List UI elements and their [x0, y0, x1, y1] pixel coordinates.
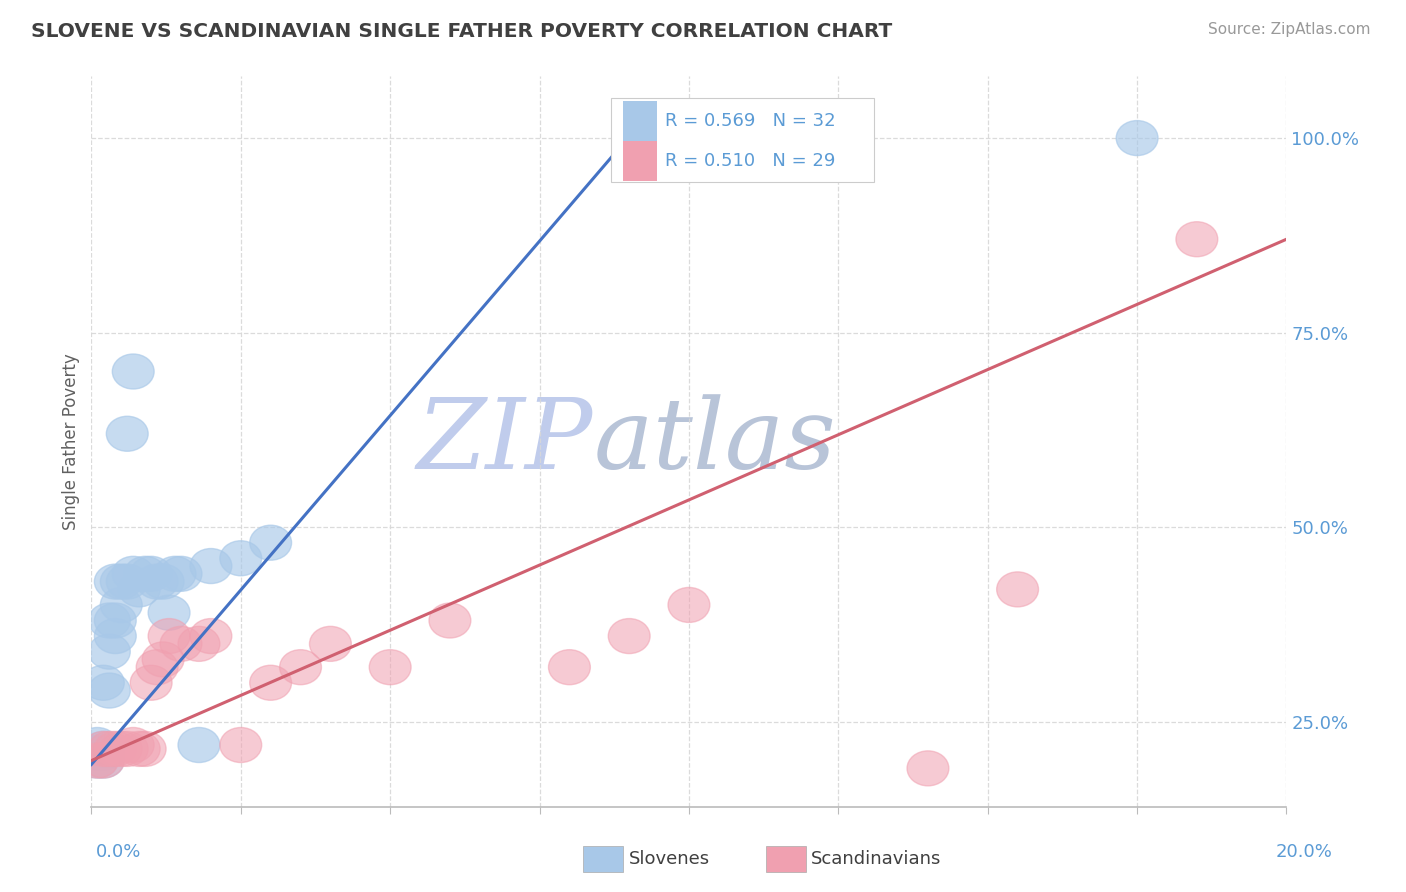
Bar: [612, 98, 875, 182]
Ellipse shape: [250, 665, 291, 700]
Text: SLOVENE VS SCANDINAVIAN SINGLE FATHER POVERTY CORRELATION CHART: SLOVENE VS SCANDINAVIAN SINGLE FATHER PO…: [31, 22, 893, 41]
Ellipse shape: [100, 588, 142, 623]
Ellipse shape: [89, 673, 131, 708]
Ellipse shape: [160, 557, 202, 591]
Ellipse shape: [89, 634, 131, 669]
Ellipse shape: [94, 564, 136, 599]
Ellipse shape: [112, 557, 155, 591]
Ellipse shape: [142, 642, 184, 677]
Ellipse shape: [250, 525, 291, 560]
Ellipse shape: [107, 731, 148, 766]
Ellipse shape: [76, 743, 118, 778]
Text: atlas: atlas: [593, 394, 837, 489]
Ellipse shape: [100, 731, 142, 766]
Ellipse shape: [118, 731, 160, 766]
Ellipse shape: [1116, 120, 1159, 155]
Ellipse shape: [94, 603, 136, 638]
Ellipse shape: [160, 626, 202, 661]
Ellipse shape: [668, 588, 710, 623]
Ellipse shape: [89, 731, 131, 766]
Ellipse shape: [136, 649, 179, 685]
Ellipse shape: [148, 618, 190, 654]
Ellipse shape: [124, 731, 166, 766]
Ellipse shape: [76, 728, 118, 763]
Ellipse shape: [280, 649, 322, 685]
Ellipse shape: [219, 728, 262, 763]
Ellipse shape: [190, 618, 232, 654]
Ellipse shape: [309, 626, 352, 661]
Ellipse shape: [83, 731, 124, 766]
Ellipse shape: [94, 731, 136, 766]
Text: 0.0%: 0.0%: [96, 843, 141, 861]
Ellipse shape: [100, 564, 142, 599]
Ellipse shape: [94, 618, 136, 654]
Ellipse shape: [107, 417, 148, 451]
Ellipse shape: [1175, 222, 1218, 257]
Ellipse shape: [548, 649, 591, 685]
Ellipse shape: [83, 665, 124, 700]
Ellipse shape: [131, 665, 172, 700]
Ellipse shape: [179, 626, 219, 661]
Text: R = 0.510   N = 29: R = 0.510 N = 29: [665, 152, 835, 169]
Bar: [623, 101, 657, 142]
Text: Slovenes: Slovenes: [628, 850, 710, 868]
Ellipse shape: [76, 735, 118, 771]
Ellipse shape: [997, 572, 1039, 607]
Ellipse shape: [609, 618, 650, 654]
Text: ZIP: ZIP: [418, 394, 593, 489]
Ellipse shape: [148, 595, 190, 631]
Ellipse shape: [131, 557, 172, 591]
Text: 20.0%: 20.0%: [1277, 843, 1333, 861]
Ellipse shape: [107, 564, 148, 599]
Bar: [623, 141, 657, 181]
Ellipse shape: [219, 541, 262, 575]
Ellipse shape: [179, 728, 219, 763]
Ellipse shape: [83, 735, 124, 771]
Ellipse shape: [124, 557, 166, 591]
Text: R = 0.569   N = 32: R = 0.569 N = 32: [665, 112, 835, 130]
Ellipse shape: [155, 557, 195, 591]
Text: Scandinavians: Scandinavians: [811, 850, 942, 868]
Ellipse shape: [83, 731, 124, 766]
Ellipse shape: [89, 603, 131, 638]
Ellipse shape: [83, 743, 124, 778]
Text: Source: ZipAtlas.com: Source: ZipAtlas.com: [1208, 22, 1371, 37]
Ellipse shape: [136, 564, 179, 599]
Ellipse shape: [118, 572, 160, 607]
Y-axis label: Single Father Poverty: Single Father Poverty: [62, 353, 80, 530]
Ellipse shape: [112, 354, 155, 389]
Ellipse shape: [142, 564, 184, 599]
Ellipse shape: [112, 728, 155, 763]
Ellipse shape: [83, 743, 124, 778]
Ellipse shape: [190, 549, 232, 583]
Ellipse shape: [429, 603, 471, 638]
Ellipse shape: [907, 751, 949, 786]
Ellipse shape: [76, 743, 118, 778]
Ellipse shape: [370, 649, 411, 685]
